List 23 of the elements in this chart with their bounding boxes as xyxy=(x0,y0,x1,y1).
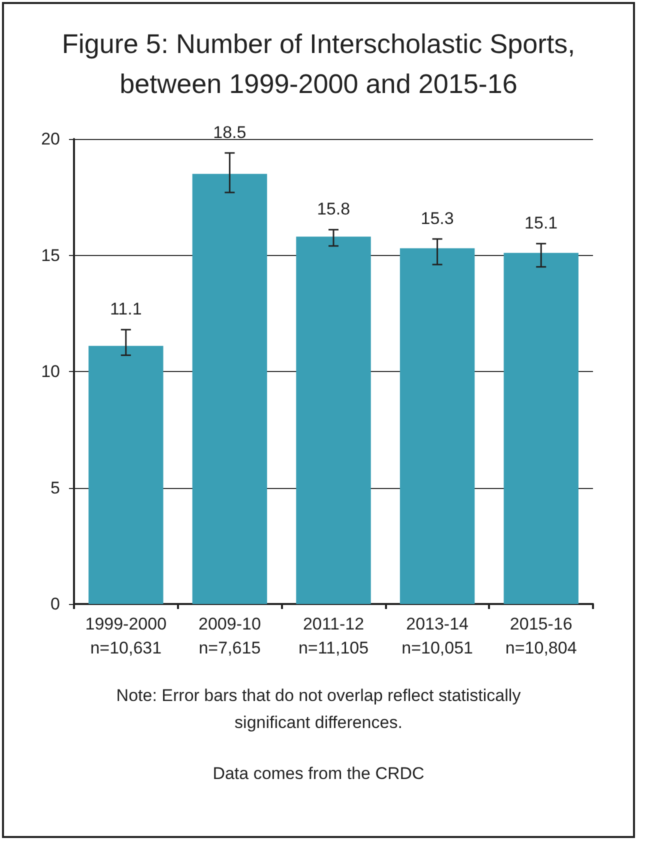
x-tick-label: 2011-12 n=11,105 xyxy=(298,614,369,658)
data-label: 11.1 xyxy=(110,300,142,319)
x-tick-label: 2009-10 n=7,615 xyxy=(198,614,261,658)
text: Data comes from the CRDC xyxy=(212,764,426,784)
bar xyxy=(88,346,164,604)
x-tick-label: 2013-14 n=10,051 xyxy=(402,614,473,658)
chart-title: Figure 5: Number of Interscholastic Sports, between 1999-2000 and 2015-16 xyxy=(60,28,576,101)
bar xyxy=(400,248,475,604)
bar xyxy=(504,252,578,604)
y-tick-label: 0 xyxy=(50,594,60,614)
data-label: 18.5 xyxy=(213,122,246,142)
y-tick-label: 5 xyxy=(50,478,60,498)
bar xyxy=(192,174,268,604)
x-tick-label: 1999-2000 n=10,631 xyxy=(85,614,167,658)
data-label: 15.1 xyxy=(524,214,558,233)
data-label: 15.8 xyxy=(316,200,350,219)
data-label: 15.3 xyxy=(420,208,454,228)
bar xyxy=(296,236,371,604)
y-tick-label: 20 xyxy=(41,130,60,148)
x-tick-label: 2015-16 n=10,804 xyxy=(505,614,577,658)
y-tick-label: 10 xyxy=(41,362,60,381)
y-tick-label: 15 xyxy=(41,246,60,265)
text: Note: Error bars that do not overlap reflect statistically significant differences. xyxy=(115,685,522,734)
